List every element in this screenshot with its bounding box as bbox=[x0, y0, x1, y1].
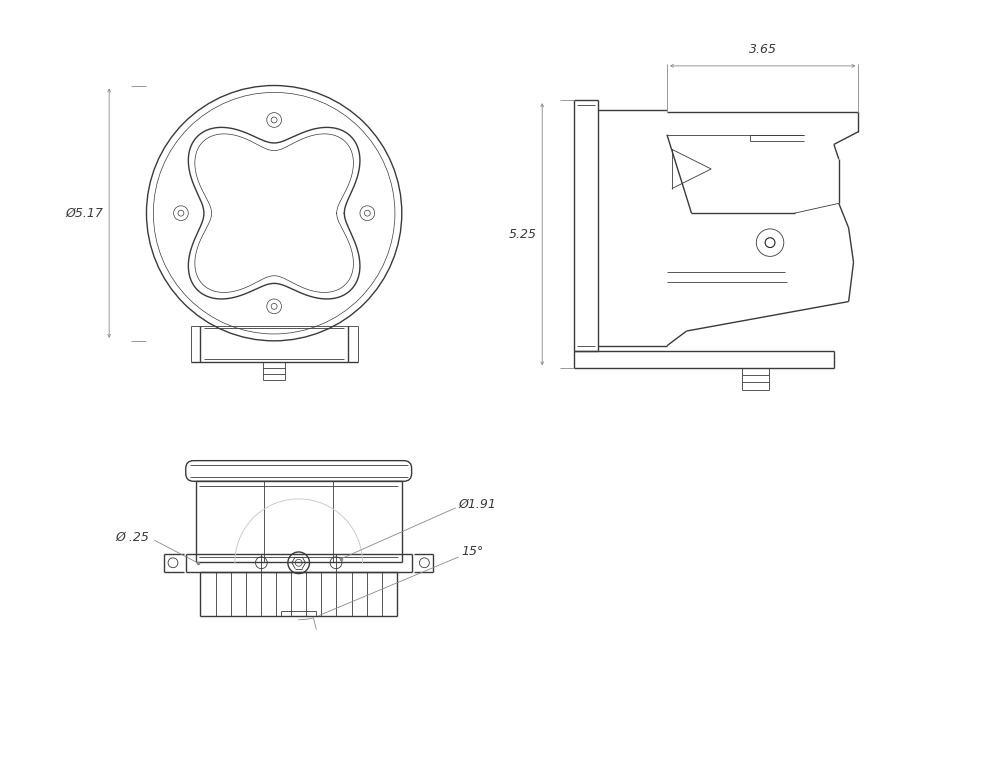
Text: Ø5.17: Ø5.17 bbox=[65, 206, 103, 220]
Text: Ø1.91: Ø1.91 bbox=[459, 497, 497, 510]
Text: 3.65: 3.65 bbox=[749, 43, 777, 56]
Text: Ø .25: Ø .25 bbox=[116, 531, 149, 543]
Text: 15°: 15° bbox=[462, 546, 484, 558]
Text: 5.25: 5.25 bbox=[508, 228, 536, 240]
